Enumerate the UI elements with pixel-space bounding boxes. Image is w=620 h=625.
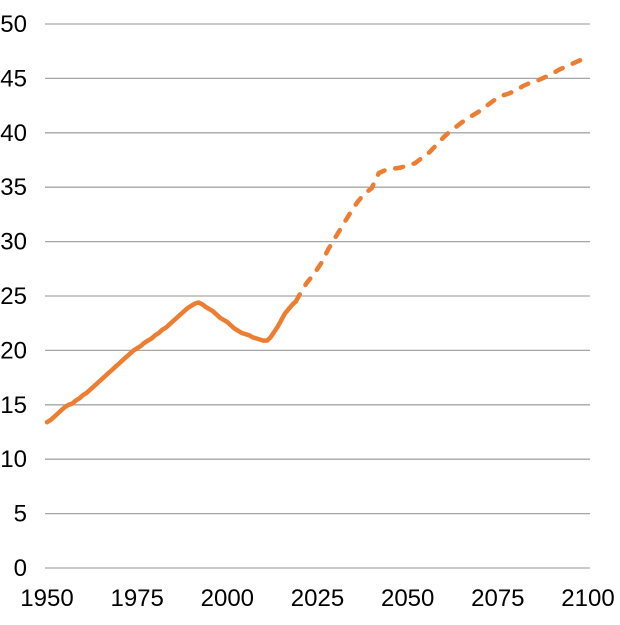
x-tick-label: 1950 xyxy=(20,585,73,612)
y-tick-label: 40 xyxy=(0,120,27,147)
series-observed-line xyxy=(44,299,299,425)
x-tick-label: 2025 xyxy=(291,585,344,612)
x-tick-label: 2000 xyxy=(201,585,254,612)
y-tick-label: 30 xyxy=(0,229,27,256)
series-projection-line xyxy=(293,54,591,304)
y-tick-label: 25 xyxy=(0,283,27,310)
x-tick-label: 2050 xyxy=(381,585,434,612)
y-tick-label: 10 xyxy=(0,446,27,473)
y-tick-label: 0 xyxy=(14,555,27,582)
y-tick-label: 15 xyxy=(0,392,27,419)
y-tick-label: 20 xyxy=(0,337,27,364)
x-tick-label: 2075 xyxy=(471,585,524,612)
y-tick-label: 45 xyxy=(0,65,27,92)
x-tick-label: 2100 xyxy=(561,585,614,612)
y-tick-label: 50 xyxy=(0,11,27,38)
y-tick-label: 5 xyxy=(14,501,27,528)
x-tick-label: 1975 xyxy=(110,585,163,612)
y-tick-label: 35 xyxy=(0,174,27,201)
